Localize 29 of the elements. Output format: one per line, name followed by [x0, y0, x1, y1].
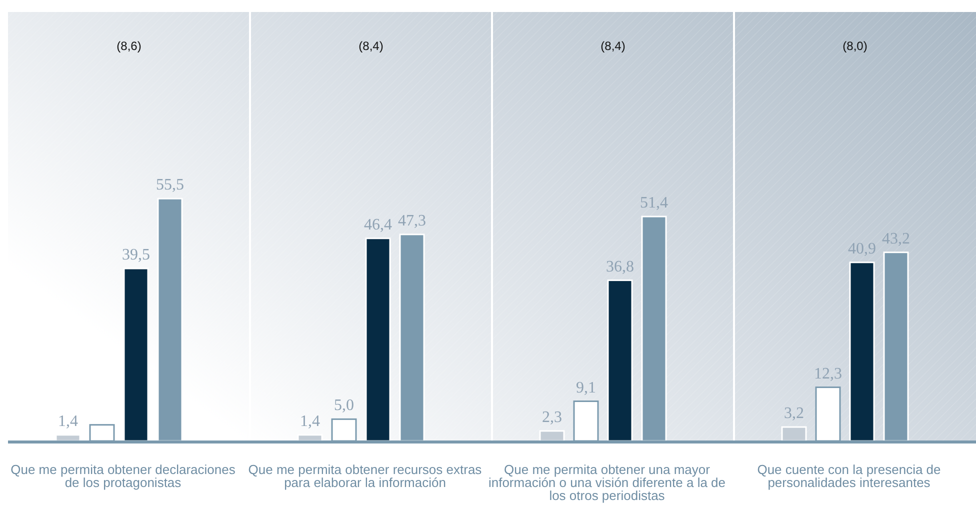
x-tick-label: Que me permita obtener declaraciones de los protagonistas [10, 462, 236, 490]
bar [849, 262, 875, 442]
bar [781, 426, 807, 442]
data-label: 43,2 [882, 230, 910, 248]
data-label: 40,9 [848, 240, 876, 258]
text: (8,0) [842, 39, 868, 53]
data-label: 12,3 [814, 365, 842, 382]
bar [607, 280, 633, 442]
x-tick-label: Que me permita obtener una mayor información o una visión diferente a la de los otros periodistas [488, 462, 726, 503]
data-label: 1,4 [58, 412, 78, 430]
data-label: 55,5 [156, 176, 184, 194]
data-label: 39,5 [122, 246, 150, 264]
data-label: 51,4 [640, 194, 668, 212]
bar [365, 238, 391, 442]
data-label: 1,4 [300, 412, 320, 430]
data-label: 2,3 [542, 408, 562, 426]
data-label: 36,8 [606, 258, 634, 276]
data-label: 3,2 [784, 405, 804, 422]
x-tick-label: Que me permita obtener recursos extras para elaborar la información [248, 462, 482, 490]
data-label: 47,3 [398, 212, 426, 230]
data-label: 5,0 [334, 397, 354, 414]
text: (8,4) [600, 39, 626, 53]
bar [123, 268, 149, 442]
bar [539, 430, 565, 442]
text: (8,4) [358, 39, 384, 53]
text: (8,6) [116, 39, 142, 53]
data-label: 46,4 [364, 216, 392, 234]
x-tick-label: Que cuente con la presencia de personalidades interesantes [757, 462, 941, 490]
data-label: 9,1 [576, 379, 596, 396]
